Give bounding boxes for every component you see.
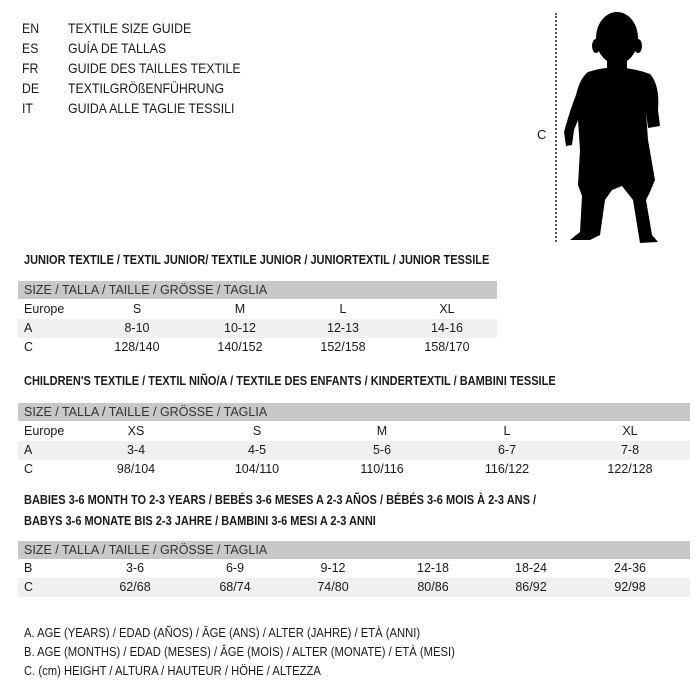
table-cell: 3-6 xyxy=(125,561,145,575)
table-cell: 140/152 xyxy=(217,340,263,354)
legend-age-years: A. AGE (YEARS) / EDAD (AÑOS) / ÂGE (ANS)… xyxy=(24,626,421,640)
lang-code-de: DE xyxy=(22,80,40,96)
table-cell: 4-5 xyxy=(247,443,267,457)
table-cell: 158/170 xyxy=(424,340,470,354)
table-cell: 80/86 xyxy=(417,580,449,594)
table-cell: 128/140 xyxy=(114,340,160,354)
table-cell: 7-8 xyxy=(620,443,640,457)
table-cell: 9-12 xyxy=(320,561,346,575)
table-header: SIZE / TALLA / TAILLE / GRÖSSE / TAGLIA xyxy=(18,281,497,299)
lang-code-es: ES xyxy=(22,40,39,56)
table-cell: L xyxy=(339,302,347,316)
table-cell: 122/128 xyxy=(607,462,653,476)
child-silhouette-icon xyxy=(564,12,660,243)
lang-title-en: TEXTILE SIZE GUIDE xyxy=(68,20,192,36)
legend-height: C. (cm) HEIGHT / ALTURA / HAUTEUR / HÖHE… xyxy=(24,664,321,678)
table-cell: 86/92 xyxy=(515,580,547,594)
table-cell: 6-9 xyxy=(225,561,245,575)
table-row: Europe XS S M L XL xyxy=(18,422,690,441)
table-row: C 128/140 140/152 152/158 158/170 xyxy=(18,338,497,357)
table-cell: M xyxy=(376,424,388,438)
table-cell: 3-4 xyxy=(126,443,146,457)
table-cell: 8-10 xyxy=(124,321,150,335)
row-label: A xyxy=(24,443,33,457)
row-label: C xyxy=(24,462,34,476)
row-label: A xyxy=(24,321,33,335)
table-row: Europe S M L XL xyxy=(18,300,497,319)
height-measure-label: C xyxy=(537,127,547,142)
row-label: Europe xyxy=(24,302,65,316)
table-cell: S xyxy=(132,302,142,316)
table-cell: 24-36 xyxy=(614,561,646,575)
lang-title-it: GUIDA ALLE TAGLIE TESSILI xyxy=(68,100,235,116)
table-cell: 18-24 xyxy=(515,561,547,575)
lang-code-en: EN xyxy=(22,20,40,36)
table-cell: 152/158 xyxy=(320,340,366,354)
table-header: SIZE / TALLA / TAILLE / GRÖSSE / TAGLIA xyxy=(18,541,690,559)
table-cell: 98/104 xyxy=(116,462,156,476)
table-row: A 3-4 4-5 5-6 6-7 7-8 xyxy=(18,441,690,460)
table-cell: 116/122 xyxy=(484,462,530,476)
table-cell: 62/68 xyxy=(119,580,151,594)
table-cell: 92/98 xyxy=(614,580,646,594)
lang-title-fr: GUIDE DES TAILLES TEXTILE xyxy=(68,60,241,76)
table-row: A 8-10 10-12 12-13 14-16 xyxy=(18,319,497,338)
table-row: C 62/68 68/74 74/80 80/86 86/92 92/98 xyxy=(18,578,690,597)
table-cell: 14-16 xyxy=(431,321,463,335)
table-row: C 98/104 104/110 110/116 116/122 122/128 xyxy=(18,460,690,479)
table-cell: L xyxy=(503,424,511,438)
height-measure-line xyxy=(555,13,557,242)
table-cell: 74/80 xyxy=(317,580,349,594)
table-cell: XL xyxy=(622,424,638,438)
children-section-title: CHILDREN'S TEXTILE / TEXTIL NIÑO/A / TEX… xyxy=(24,374,556,388)
table-cell: XL xyxy=(439,302,455,316)
table-cell: 5-6 xyxy=(372,443,392,457)
table-cell: 12-13 xyxy=(327,321,359,335)
table-header: SIZE / TALLA / TAILLE / GRÖSSE / TAGLIA xyxy=(18,403,690,421)
table-cell: S xyxy=(252,424,262,438)
table-row: B 3-6 6-9 9-12 12-18 18-24 24-36 xyxy=(18,559,690,578)
junior-section-title: JUNIOR TEXTILE / TEXTIL JUNIOR/ TEXTILE … xyxy=(24,253,490,267)
lang-title-es: GUÍA DE TALLAS xyxy=(68,40,167,56)
table-cell: 104/110 xyxy=(234,462,280,476)
table-cell: 6-7 xyxy=(497,443,517,457)
table-cell: M xyxy=(234,302,246,316)
table-cell: 10-12 xyxy=(224,321,256,335)
row-label: Europe xyxy=(24,424,65,438)
table-cell: 12-18 xyxy=(417,561,449,575)
lang-code-fr: FR xyxy=(22,60,39,76)
table-cell: XS xyxy=(127,424,145,438)
lang-code-it: IT xyxy=(22,100,33,116)
row-label: C xyxy=(24,340,34,354)
row-label: C xyxy=(24,580,34,594)
legend-age-months: B. AGE (MONTHS) / EDAD (MESES) / ÂGE (MO… xyxy=(24,645,455,659)
table-cell: 110/116 xyxy=(360,462,404,476)
lang-title-de: TEXTILGRÖßENFÜHRUNG xyxy=(68,80,225,96)
table-cell: 68/74 xyxy=(219,580,251,594)
babies-section-title-line2: BABYS 3-6 MONATE BIS 2-3 JAHRE / BAMBINI… xyxy=(24,514,376,528)
babies-section-title-line1: BABIES 3-6 MONTH TO 2-3 YEARS / BEBÉS 3-… xyxy=(24,493,537,507)
row-label: B xyxy=(24,561,33,575)
